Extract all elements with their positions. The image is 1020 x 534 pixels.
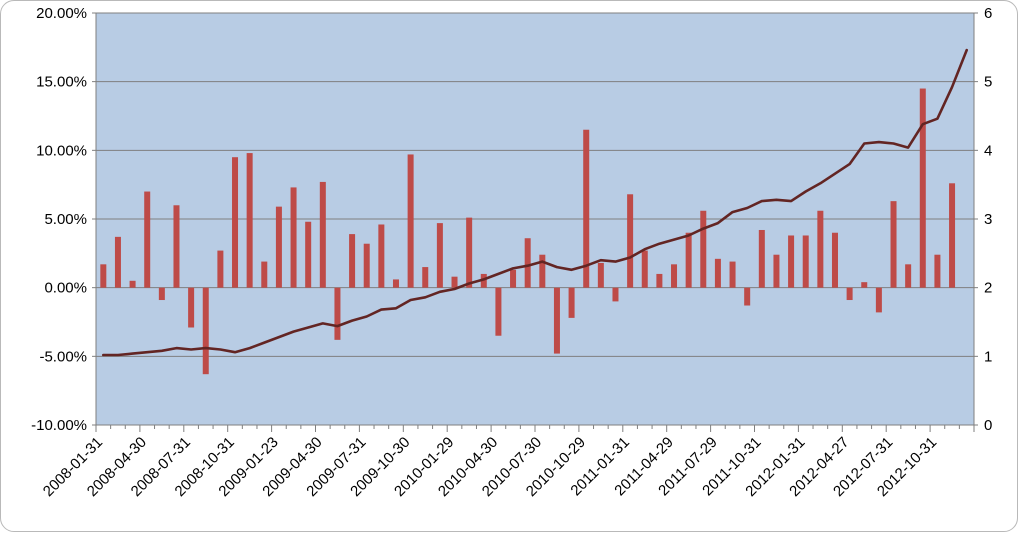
bar xyxy=(480,273,487,288)
right-axis-label: 5 xyxy=(984,74,992,91)
right-axis-label: 3 xyxy=(984,211,992,228)
bar xyxy=(158,287,165,301)
cumulative-line xyxy=(102,48,969,357)
bar xyxy=(656,273,663,288)
bar xyxy=(261,261,268,288)
left-axis-label: 0.00% xyxy=(44,280,87,297)
bar xyxy=(568,287,575,318)
bar xyxy=(846,287,853,301)
bar xyxy=(407,154,414,288)
bar xyxy=(700,210,707,288)
bar xyxy=(744,287,751,306)
bar xyxy=(817,210,824,288)
bar xyxy=(510,269,517,288)
bar xyxy=(188,287,195,328)
bar xyxy=(919,88,926,288)
left-axis-label: -5.00% xyxy=(39,348,87,365)
bar xyxy=(246,153,253,288)
bar xyxy=(422,267,429,288)
bar xyxy=(890,201,897,288)
bar xyxy=(714,258,721,288)
bar xyxy=(100,264,107,288)
bar xyxy=(217,250,224,288)
right-axis-label: 6 xyxy=(984,5,992,22)
left-axis-label: 10.00% xyxy=(36,142,87,159)
bar xyxy=(553,287,560,354)
bar xyxy=(305,221,312,288)
bar xyxy=(788,235,795,288)
bar xyxy=(378,224,385,288)
left-axis-label: -10.00% xyxy=(31,417,87,434)
bar xyxy=(173,205,180,288)
bar xyxy=(436,223,443,288)
left-axis-label: 15.00% xyxy=(36,74,87,91)
bar xyxy=(612,287,619,302)
bar xyxy=(685,232,692,288)
bar xyxy=(144,191,151,288)
right-axis-label: 1 xyxy=(984,348,992,365)
bar xyxy=(831,232,838,288)
bar xyxy=(627,194,634,288)
bar xyxy=(539,254,546,288)
bar xyxy=(934,254,941,288)
bar xyxy=(275,206,282,288)
bar xyxy=(729,261,736,288)
bar xyxy=(875,287,882,313)
right-axis-label: 2 xyxy=(984,280,992,297)
bar xyxy=(392,279,399,288)
left-axis-label: 5.00% xyxy=(44,211,87,228)
bar xyxy=(129,280,136,288)
right-axis-label: 4 xyxy=(984,142,992,159)
bar xyxy=(671,264,678,288)
bar xyxy=(349,234,356,288)
bar xyxy=(949,183,956,288)
bar xyxy=(363,243,370,288)
bar xyxy=(334,287,341,340)
bar xyxy=(583,129,590,288)
bar xyxy=(524,238,531,288)
bar xyxy=(466,217,473,288)
bar xyxy=(232,157,239,288)
bar xyxy=(290,187,297,288)
bar xyxy=(319,181,326,288)
bar xyxy=(451,276,458,288)
bar xyxy=(861,282,868,288)
bar xyxy=(597,262,604,288)
bar xyxy=(802,235,809,288)
left-axis-label: 20.00% xyxy=(36,5,87,22)
bar xyxy=(495,287,502,336)
bar xyxy=(202,287,209,375)
bar xyxy=(641,250,648,288)
bar xyxy=(905,264,912,288)
right-axis-label: 0 xyxy=(984,417,992,434)
bar xyxy=(114,236,121,288)
bar xyxy=(773,254,780,288)
bar xyxy=(758,229,765,288)
